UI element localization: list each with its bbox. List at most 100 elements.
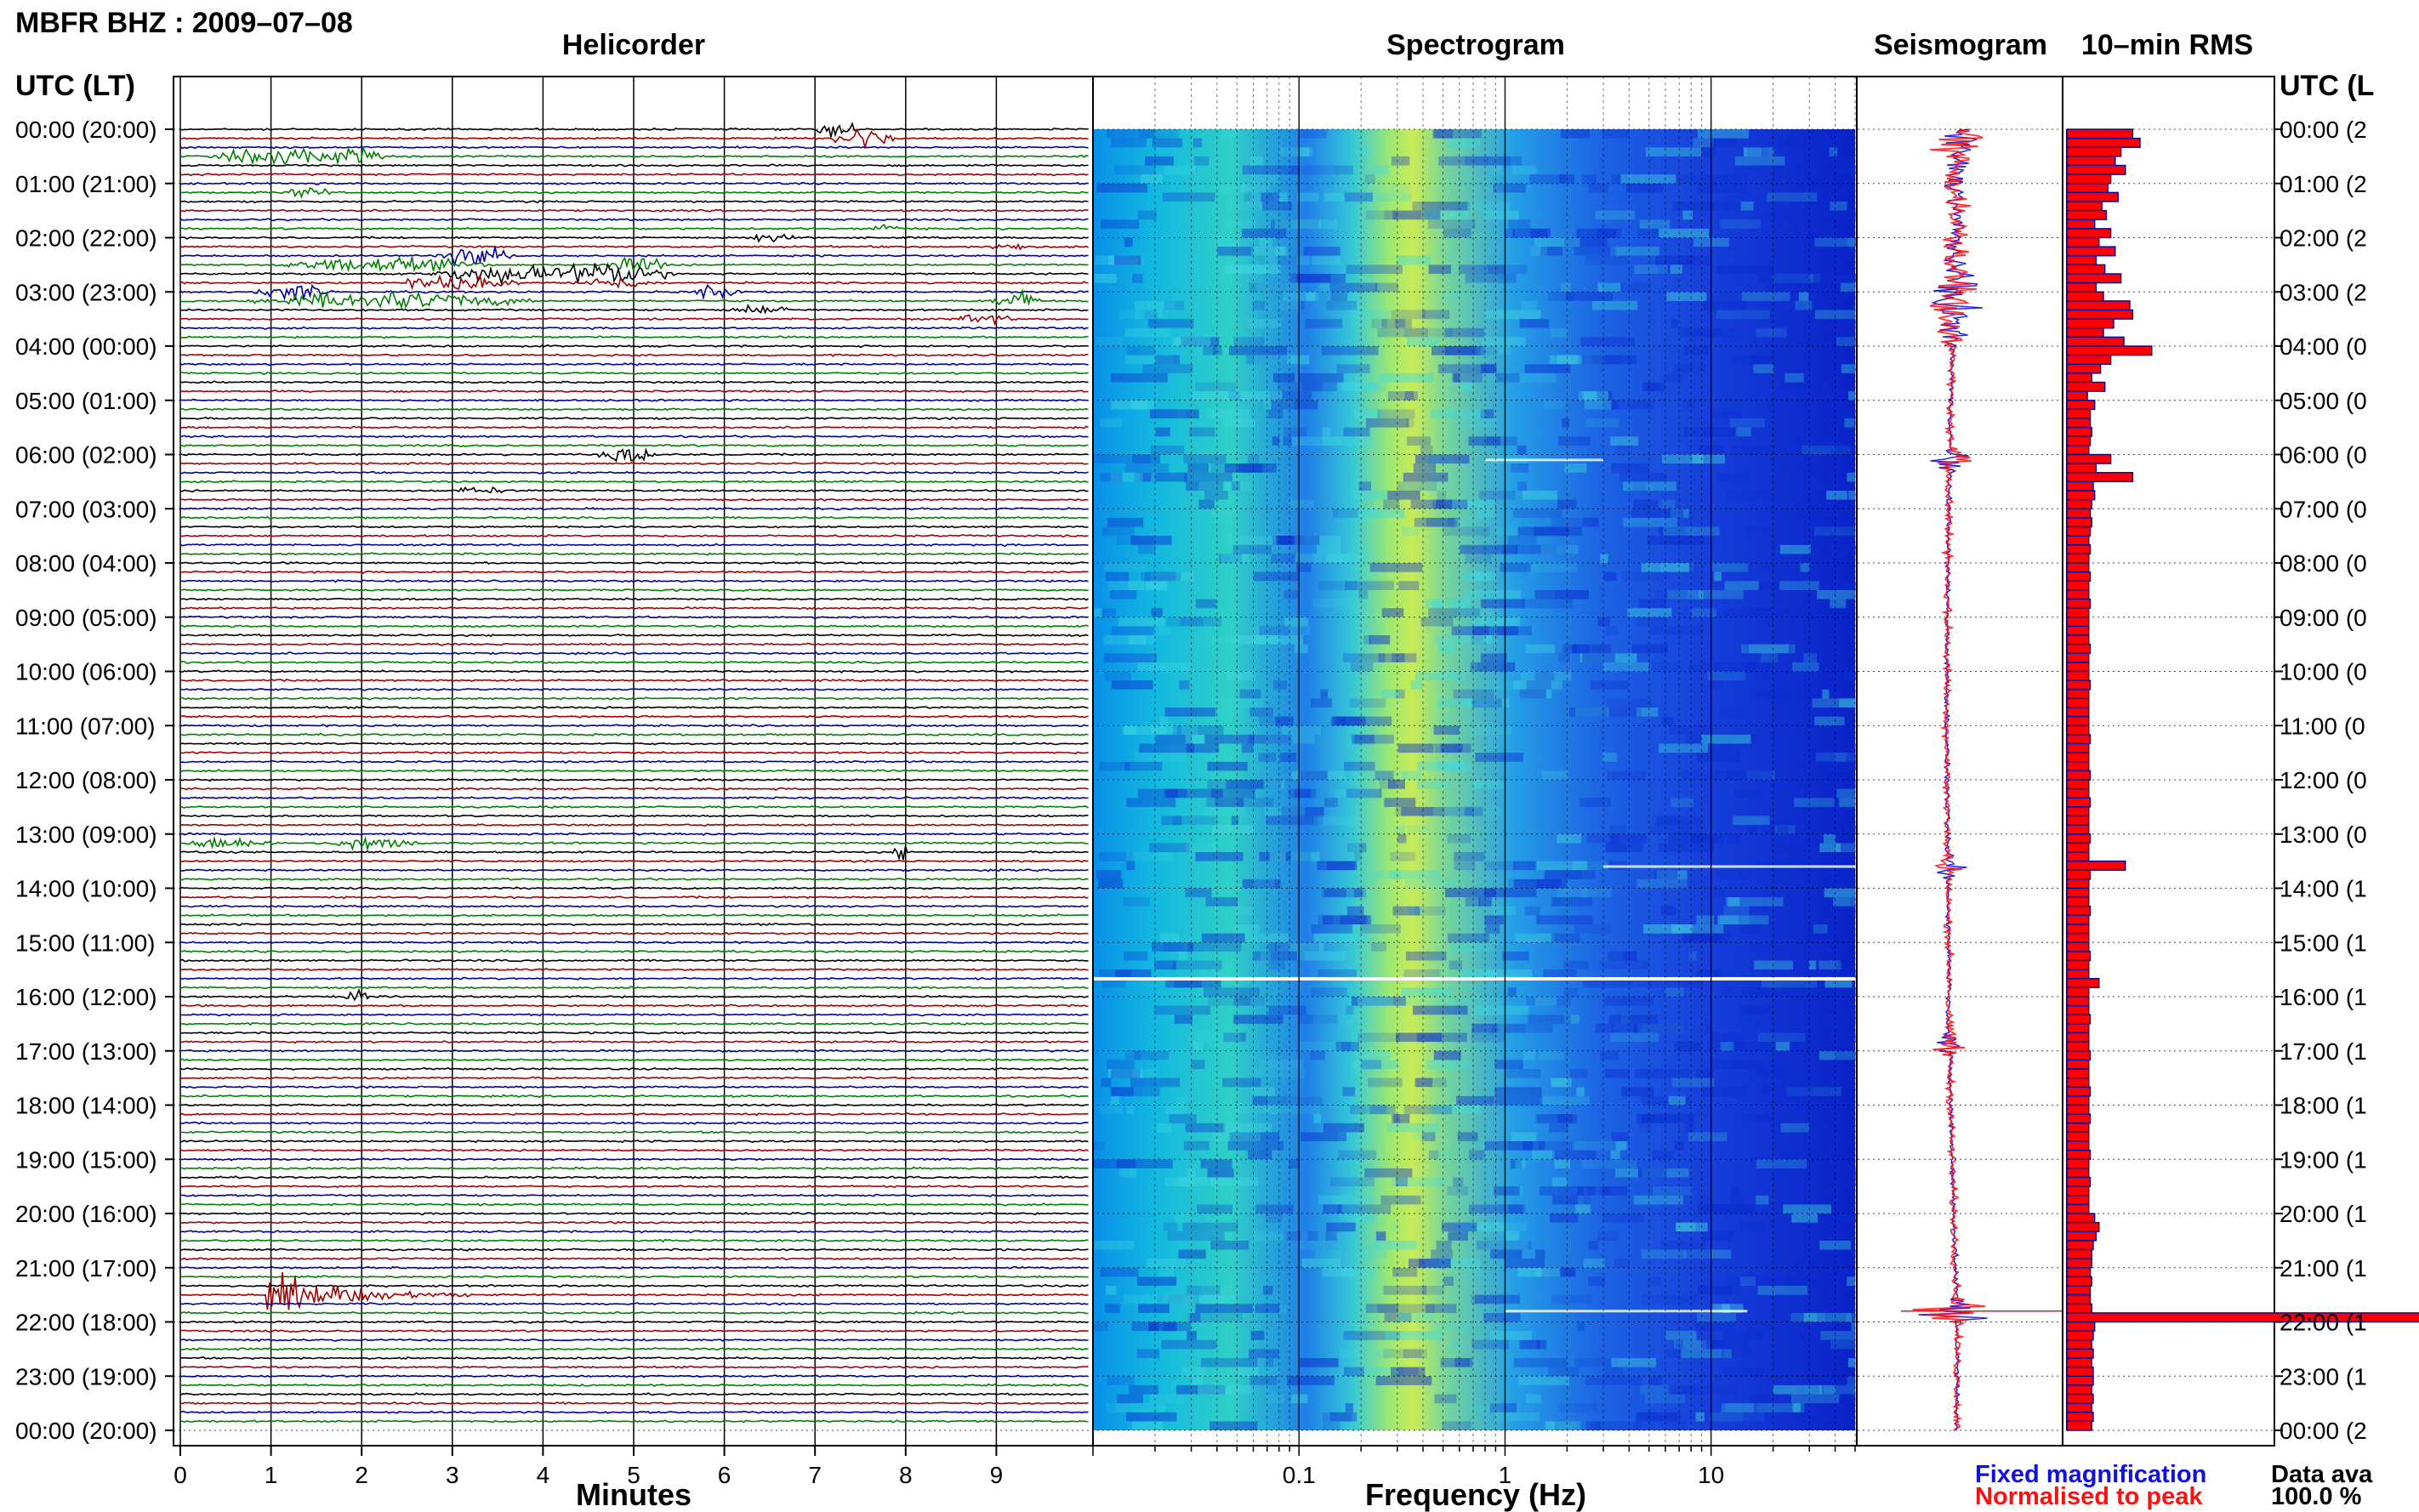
spectrogram-cell	[1734, 788, 1760, 799]
spectrogram-cell	[1740, 202, 1754, 211]
hour-label-left: 08:00 (04:00)	[15, 550, 157, 577]
spectrogram-cell	[1518, 1376, 1569, 1385]
spectrogram-cell	[1585, 255, 1629, 265]
spectrogram-cell	[1139, 129, 1180, 139]
spectrogram-cell	[1800, 327, 1857, 338]
spectrogram-cell	[1384, 1312, 1412, 1322]
helicorder-trace	[179, 723, 1089, 728]
spectrogram-cell	[1210, 463, 1266, 473]
hour-label-right: 07:00 (0	[2280, 496, 2367, 522]
spectrogram-cell	[1107, 581, 1160, 590]
spectrogram-cell	[1437, 491, 1447, 500]
helicorder-trace	[179, 525, 1089, 529]
spectrogram-cell	[1383, 499, 1400, 509]
spectrogram-cell	[1610, 436, 1639, 446]
spectrogram-cell	[1814, 526, 1872, 537]
spectrogram-cell	[1123, 897, 1150, 907]
spectrogram-cell	[1443, 292, 1465, 301]
spectrogram-cell	[1271, 554, 1312, 564]
spectrogram-cell	[1431, 409, 1486, 419]
spectrogram-cell	[1746, 445, 1774, 455]
spectrogram-cell	[1250, 1331, 1265, 1340]
spectrogram-cell	[1318, 1195, 1349, 1205]
spectrogram-cell	[1428, 608, 1480, 617]
spectrogram-cell	[1668, 1095, 1686, 1106]
spectrogram-cell	[1300, 770, 1328, 781]
spectrogram-cell	[1666, 292, 1707, 301]
spectrogram-cell	[1154, 960, 1176, 970]
spectrogram-cell	[1126, 1105, 1135, 1115]
spectrogram-cell	[1756, 1195, 1769, 1205]
spectrogram-cell	[1682, 210, 1693, 220]
spectrogram-cell	[1132, 274, 1143, 283]
spectrogram-cell	[1265, 1214, 1283, 1223]
spectrogram-cell	[1632, 481, 1647, 492]
spectrogram-cell	[1614, 1259, 1631, 1268]
hour-label-left: 19:00 (15:00)	[15, 1146, 157, 1173]
spectrogram-cell	[1565, 292, 1614, 301]
spectrogram-cell	[1714, 571, 1722, 582]
spectrogram-cell	[1829, 761, 1874, 771]
spectrogram-cell	[1229, 391, 1283, 401]
spectrogram-cell	[1445, 346, 1486, 355]
spectrogram-cell	[1604, 1367, 1624, 1377]
spectrogram-cell	[1224, 463, 1277, 473]
rms-bar	[2066, 445, 2090, 456]
spectrogram-cell	[1224, 219, 1256, 229]
helicorder-trace	[179, 353, 1089, 357]
axes-overlay: 00:00 (20:00) 00:00 (201:00 (21:00) 01:00 …	[15, 117, 2367, 1444]
hour-label-right: 12:00 (0	[2280, 767, 2367, 793]
spectrogram-cell	[1253, 951, 1305, 961]
spectrogram-cell	[1141, 174, 1163, 184]
spectrogram-cell	[1741, 292, 1790, 301]
rms-bar	[2066, 1420, 2092, 1431]
spectrogram-cell	[1437, 1150, 1452, 1160]
helicorder-trace	[179, 1139, 1089, 1144]
helicorder-trace	[179, 967, 1089, 972]
spectrogram-cell	[1169, 1114, 1197, 1123]
spectrogram-cell	[1431, 346, 1481, 355]
spectrogram-cell	[1557, 833, 1581, 844]
spectrogram-cell	[1579, 798, 1611, 807]
spectrogram-cell	[1569, 708, 1608, 717]
spectrogram-cell	[1271, 400, 1318, 410]
spectrogram-cell	[1227, 1141, 1284, 1151]
spectrogram-cell	[1812, 698, 1838, 708]
spectrogram-cell	[1454, 1358, 1473, 1367]
rms-bar	[2066, 1240, 2094, 1251]
helicorder-trace	[179, 651, 1089, 656]
spectrogram-cell	[1344, 581, 1394, 590]
spectrogram-cell	[1252, 1095, 1267, 1106]
spectrogram-cell	[1731, 355, 1767, 365]
rms-bar	[2066, 842, 2090, 853]
helicorder-trace	[179, 1383, 1089, 1388]
helicorder-trace	[179, 461, 1089, 466]
rms-bar	[2066, 453, 2112, 464]
spectrogram-cell	[1474, 1222, 1528, 1232]
helicorder-trace	[179, 804, 1089, 810]
rms-bar	[2066, 670, 2090, 681]
spectrogram-cell	[1268, 1005, 1306, 1015]
spectrogram-cell	[1710, 409, 1742, 419]
helicorder-trace	[179, 913, 1089, 918]
spectrogram-cell	[1819, 1050, 1863, 1060]
spectrogram-cell	[1422, 1286, 1445, 1295]
rms-bar	[2066, 643, 2092, 654]
spectrogram-cell	[1590, 680, 1629, 690]
spectrogram-cell	[1283, 427, 1306, 437]
spectrogram-cell	[1705, 1023, 1714, 1033]
spectrogram-cell	[1460, 544, 1518, 554]
spectrogram-cell	[1575, 708, 1609, 717]
spectrogram-cell	[1574, 1141, 1629, 1151]
spectrogram-cell	[1394, 319, 1413, 328]
spectrogram-cell	[1094, 454, 1151, 464]
spectrogram-cell	[1125, 463, 1170, 473]
spectrogram-cell	[1266, 816, 1319, 826]
spectrogram-cell	[1408, 1259, 1451, 1268]
spectrogram-cell	[1502, 544, 1557, 554]
spectrogram-cell	[1275, 247, 1288, 256]
spectrogram-cell	[1601, 1186, 1628, 1196]
spectrogram-cell	[1178, 951, 1187, 961]
spectrogram-cell	[1819, 1384, 1864, 1395]
rms-bar	[2066, 418, 2092, 429]
